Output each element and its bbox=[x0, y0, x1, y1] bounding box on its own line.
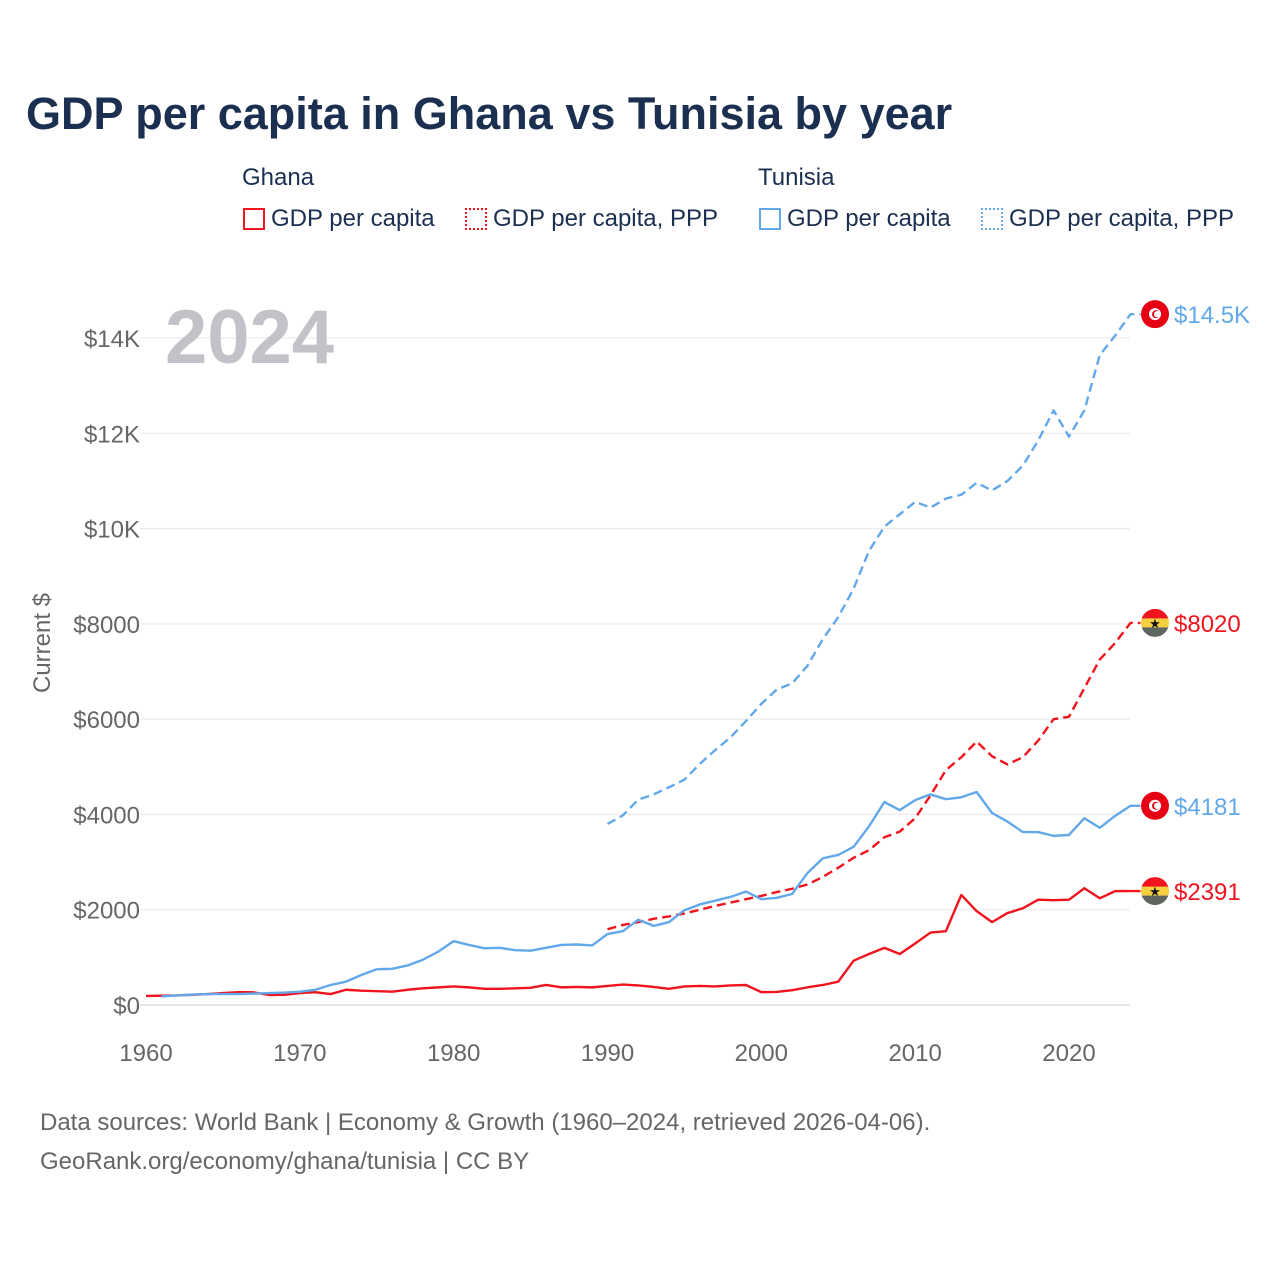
y-tick-label: $10K bbox=[84, 517, 140, 544]
flag-red bbox=[1141, 608, 1169, 619]
flag-green bbox=[1141, 895, 1169, 906]
x-tick-label: 1990 bbox=[581, 1040, 634, 1067]
legend-ghana-gdp[interactable]: GDP per capita bbox=[243, 205, 435, 233]
legend-ghana-ppp[interactable]: GDP per capita, PPP bbox=[465, 205, 718, 233]
flag-crescent-cut bbox=[1154, 310, 1161, 318]
legend-group-tunisia: Tunisia bbox=[758, 164, 835, 191]
legend-swatch-dotted-blue bbox=[981, 208, 1003, 230]
flag-yellow bbox=[1141, 618, 1169, 628]
legend-swatch-solid-red bbox=[243, 208, 265, 230]
y-tick-label: $14K bbox=[84, 326, 140, 353]
flag-yellow bbox=[1141, 886, 1169, 896]
flag-green bbox=[1141, 627, 1169, 637]
flag-crescent-cut bbox=[1154, 802, 1161, 810]
x-tick-label: 1960 bbox=[119, 1040, 172, 1067]
x-tick-label: 2020 bbox=[1042, 1040, 1095, 1067]
year-watermark: 2024 bbox=[165, 295, 334, 380]
x-tick-label: 2000 bbox=[735, 1040, 788, 1067]
y-tick-label: $0 bbox=[113, 993, 140, 1020]
line-chart: $0 $2000 $4000 $6000 $8000 $10K $12K $14K 1960 19… bbox=[29, 295, 1250, 1067]
legend-label: GDP per capita, PPP bbox=[1009, 205, 1234, 232]
legend-group-ghana: Ghana bbox=[242, 164, 315, 191]
legend-swatch-dotted-red bbox=[465, 208, 487, 230]
y-axis-label: Current $ bbox=[29, 593, 56, 693]
legend-tunisia-gdp[interactable]: GDP per capita bbox=[759, 205, 951, 233]
tunisia-flag-icon bbox=[1141, 300, 1169, 329]
y-tick-label: $6000 bbox=[73, 707, 140, 734]
flag-star: ★ bbox=[1149, 616, 1161, 631]
series-line bbox=[145, 887, 1141, 998]
legend-label: GDP per capita bbox=[271, 205, 435, 232]
legend-label: GDP per capita bbox=[787, 205, 951, 232]
x-tick-label: 1980 bbox=[427, 1040, 480, 1067]
tunisia-flag-icon bbox=[1141, 791, 1169, 820]
flag-star: ★ bbox=[1149, 884, 1161, 899]
footer-sources: Data sources: World Bank | Economy & Gro… bbox=[40, 1109, 931, 1136]
y-tick-label: $2000 bbox=[73, 898, 140, 925]
end-value-label: $4181 bbox=[1174, 794, 1241, 821]
series-line bbox=[161, 790, 1141, 998]
y-tick-label: $8000 bbox=[73, 612, 140, 639]
series-line bbox=[607, 621, 1141, 931]
footer-attribution: GeoRank.org/economy/ghana/tunisia | CC B… bbox=[40, 1148, 530, 1175]
x-tick-label: 2010 bbox=[888, 1040, 941, 1067]
legend-swatch-solid-blue bbox=[759, 208, 781, 230]
end-value-label: $14.5K bbox=[1174, 302, 1250, 329]
y-tick-label: $12K bbox=[84, 421, 140, 448]
flag-red bbox=[1141, 877, 1169, 888]
y-tick-label: $4000 bbox=[73, 802, 140, 829]
legend-tunisia-ppp[interactable]: GDP per capita, PPP bbox=[981, 205, 1234, 233]
series-line bbox=[606, 312, 1141, 826]
chart-title: GDP per capita in Ghana vs Tunisia by ye… bbox=[26, 88, 953, 139]
ghana-flag-icon: ★ bbox=[1141, 877, 1169, 906]
ghana-flag-icon: ★ bbox=[1141, 608, 1169, 637]
legend-label: GDP per capita, PPP bbox=[493, 205, 718, 232]
end-value-label: $2391 bbox=[1174, 879, 1241, 906]
end-value-label: $8020 bbox=[1174, 611, 1241, 638]
x-tick-label: 1970 bbox=[273, 1040, 326, 1067]
